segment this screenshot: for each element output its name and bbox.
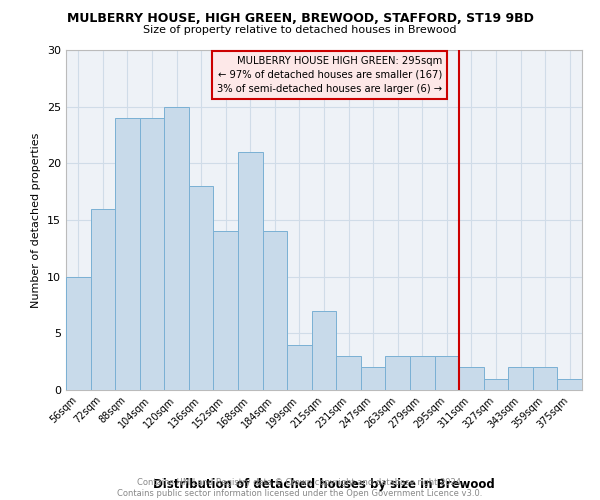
Bar (115, 118, 140, 390)
Text: MULBERRY HOUSE HIGH GREEN: 295sqm
← 97% of detached houses are smaller (167)
3% : MULBERRY HOUSE HIGH GREEN: 295sqm ← 97% … (217, 56, 442, 94)
Bar (557, 378, 582, 390)
Bar (361, 368, 385, 390)
Bar (214, 232, 238, 390)
Bar (91, 208, 115, 390)
Bar (66, 276, 91, 390)
Bar (484, 378, 508, 390)
Bar (287, 344, 312, 390)
Bar (459, 368, 484, 390)
Text: Contains HM Land Registry data © Crown copyright and database right 2024.
Contai: Contains HM Land Registry data © Crown c… (118, 478, 482, 498)
Bar (410, 356, 434, 390)
Bar (312, 310, 336, 390)
Bar (385, 356, 410, 390)
Bar (238, 152, 263, 390)
Bar (508, 368, 533, 390)
Bar (533, 368, 557, 390)
Bar (336, 356, 361, 390)
Text: Size of property relative to detached houses in Brewood: Size of property relative to detached ho… (143, 25, 457, 35)
Bar (164, 106, 189, 390)
Bar (434, 356, 459, 390)
Text: MULBERRY HOUSE, HIGH GREEN, BREWOOD, STAFFORD, ST19 9BD: MULBERRY HOUSE, HIGH GREEN, BREWOOD, STA… (67, 12, 533, 26)
Y-axis label: Number of detached properties: Number of detached properties (31, 132, 41, 308)
Bar (140, 118, 164, 390)
X-axis label: Distribution of detached houses by size in Brewood: Distribution of detached houses by size … (153, 478, 495, 492)
Bar (263, 232, 287, 390)
Bar (189, 186, 214, 390)
